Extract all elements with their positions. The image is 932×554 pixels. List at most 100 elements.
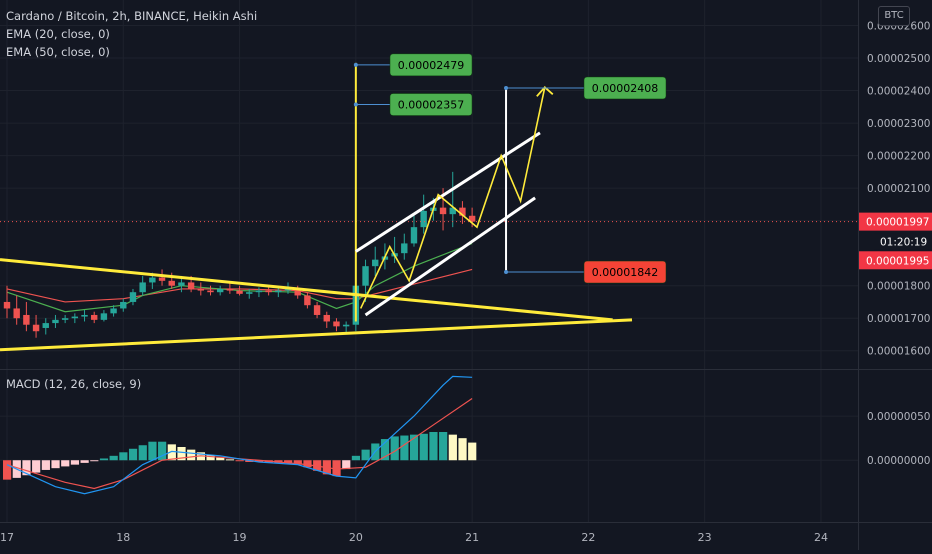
- candle-body: [23, 314, 30, 325]
- candle: [449, 171, 456, 228]
- candle-body: [459, 207, 466, 216]
- macd-histogram-bar: [458, 438, 467, 461]
- candle-body: [120, 301, 127, 309]
- macd-histogram-bar: [158, 441, 167, 461]
- macd-histogram-bar: [32, 460, 41, 473]
- macd-histogram-bar: [235, 460, 244, 462]
- candle: [52, 314, 59, 328]
- annotation-target-mid-box: [389, 93, 473, 116]
- candle: [32, 314, 40, 338]
- candle: [333, 318, 340, 332]
- ema-value-tag-bg: [859, 251, 932, 270]
- candle-body: [372, 259, 379, 267]
- candle-body: [284, 288, 292, 291]
- macd-histogram-bar: [80, 460, 89, 463]
- candle: [401, 233, 408, 260]
- candle-body: [410, 227, 418, 244]
- time-tick-label: 17: [0, 531, 14, 544]
- price-tick-label: 0.00002200: [867, 151, 930, 163]
- candle-body: [178, 282, 185, 286]
- candle: [81, 310, 88, 322]
- macd-histogram-bar: [51, 460, 60, 469]
- candle: [100, 310, 108, 322]
- symbol-legend: Cardano / Bitcoin, 2h, BINANCE, Heikin A…: [6, 9, 258, 23]
- candle: [236, 285, 243, 296]
- candle-body: [226, 288, 234, 291]
- price-tick-label: 0.00001700: [867, 313, 930, 325]
- candle: [207, 285, 214, 296]
- candle: [23, 301, 30, 332]
- time-tick-label: 20: [349, 531, 363, 544]
- macd-histogram-bar: [22, 460, 31, 476]
- macd-histogram-bar: [448, 434, 457, 461]
- macd-histogram-bar: [119, 452, 128, 461]
- candle: [13, 295, 20, 325]
- projection-path: [359, 87, 546, 309]
- annotation-channel-bottom-label: 0.00001842: [592, 266, 658, 279]
- macd-histogram-bar: [177, 447, 186, 461]
- candle-body: [32, 324, 40, 332]
- annotation-channel-bottom-box: [583, 260, 667, 284]
- candle-body: [236, 290, 243, 294]
- macd-histogram-bar: [187, 449, 196, 461]
- candle: [323, 311, 330, 328]
- macd-histogram-bar: [342, 460, 351, 470]
- candle: [197, 282, 204, 296]
- macd-histogram-bar: [138, 445, 147, 461]
- macd-histogram-bar: [225, 459, 235, 461]
- ema50-legend: EMA (50, close, 0): [6, 45, 110, 59]
- candle-body: [265, 290, 272, 293]
- macd-histogram-bar: [380, 439, 390, 461]
- candle: [216, 285, 224, 296]
- macd-histogram-bar: [128, 448, 138, 461]
- candle: [120, 298, 127, 312]
- candle-body: [468, 215, 476, 222]
- macd-histogram-bar: [303, 460, 312, 468]
- ema20-legend: EMA (20, close, 0): [6, 27, 110, 41]
- candle-body: [333, 321, 340, 327]
- countdown-label: 01:20:19: [880, 237, 927, 249]
- macd-histogram-bar: [109, 455, 118, 461]
- time-tick-label: 21: [465, 531, 479, 544]
- macd-histogram-bar: [468, 442, 477, 461]
- candle: [372, 246, 379, 276]
- last-price-label: 0.00001997: [866, 217, 929, 229]
- candle-body: [187, 282, 195, 289]
- candle-body: [81, 314, 88, 317]
- macd-histogram-bar: [216, 457, 225, 461]
- candle-body: [255, 290, 263, 293]
- candle: [313, 301, 321, 319]
- annotation-target-mid: 0.00002357: [389, 93, 473, 116]
- ema-value-label: 0.00001995: [866, 255, 929, 267]
- last-price-tag-bg: [859, 212, 932, 231]
- price-tick-label: 0.00002600: [867, 21, 930, 33]
- candle-body: [110, 308, 117, 314]
- candle-body: [149, 277, 156, 283]
- macd-histogram-bar: [167, 444, 176, 461]
- annotation-target-high-box: [389, 53, 473, 77]
- price-tick-label: 0.00002100: [867, 183, 930, 195]
- macd-histogram-bar: [332, 460, 341, 477]
- countdown-tag-bg: [874, 233, 932, 250]
- candle-body: [13, 308, 20, 319]
- candle-body: [449, 207, 456, 215]
- candle-body: [3, 301, 11, 309]
- price-tick-label: 0.00002500: [867, 53, 930, 65]
- macd-legend: MACD (12, 26, close, 9): [6, 377, 142, 391]
- candle: [255, 287, 263, 298]
- macd-tick-label: 0.00000000: [867, 455, 930, 467]
- macd-histogram-bar: [409, 434, 419, 461]
- candle: [91, 311, 98, 324]
- annotation-target-mid-label: 0.00002357: [398, 99, 464, 112]
- arrow-head-icon: [536, 86, 554, 97]
- price-tick-label: 0.00001800: [867, 281, 930, 293]
- candle: [226, 282, 234, 294]
- candle-body: [91, 314, 98, 320]
- time-tick-label: 22: [581, 531, 595, 544]
- annotation-target-mid-anchor: [353, 102, 358, 107]
- macd-histogram-bar: [254, 460, 264, 462]
- currency-button[interactable]: BTC: [878, 6, 910, 26]
- candle: [61, 314, 69, 324]
